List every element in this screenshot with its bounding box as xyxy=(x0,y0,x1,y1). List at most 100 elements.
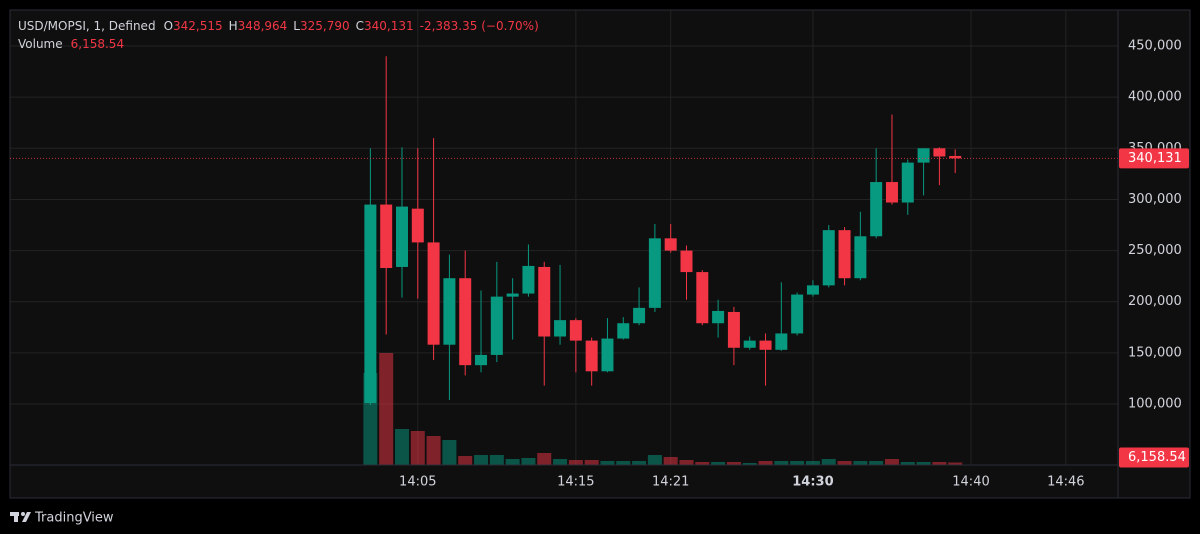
candle-body xyxy=(633,307,646,324)
candle-body xyxy=(506,293,519,297)
legend-ohlc: USD/MOPSI, 1, Defined O342,515 H348,964 L32… xyxy=(18,19,539,33)
legend-volume: Volume 6,158.54 xyxy=(18,37,124,51)
volume-bar xyxy=(647,455,662,465)
candle-body xyxy=(838,230,851,279)
volume-bar xyxy=(379,353,394,465)
candle-body xyxy=(475,354,488,366)
volume-bar xyxy=(774,461,789,465)
x-tick-label: 14:21 xyxy=(652,475,689,490)
legend-value: 342,515 xyxy=(173,19,223,33)
volume-bar xyxy=(442,440,457,465)
candle-body xyxy=(901,162,914,203)
volume-bar xyxy=(711,462,726,465)
symbol: USD/MOPSI, 1, Defined xyxy=(18,19,156,33)
y-tick-label: 150,000 xyxy=(1128,345,1182,360)
volume-key: Volume xyxy=(18,37,63,51)
volume-bar xyxy=(758,461,773,465)
volume-bar xyxy=(884,459,899,465)
volume-bar xyxy=(790,461,805,465)
volume-bar xyxy=(553,459,568,465)
y-tick-label: 400,000 xyxy=(1128,90,1182,105)
volume-value: 6,158.54 xyxy=(71,37,124,51)
last-volume-label: 6,158.54 xyxy=(1128,450,1186,465)
candle-body xyxy=(538,266,551,337)
candle-body xyxy=(854,236,867,279)
volume-bar xyxy=(584,460,599,465)
legend-key: C xyxy=(356,19,364,33)
volume-bar xyxy=(458,456,473,465)
y-tick-label: 100,000 xyxy=(1128,397,1182,412)
x-tick-label: 14:05 xyxy=(399,475,436,490)
volume-bar xyxy=(679,460,694,465)
legend-value: 325,790 xyxy=(300,19,350,33)
candle-body xyxy=(617,323,630,339)
candle-body xyxy=(380,204,393,268)
candle-body xyxy=(759,340,772,350)
y-tick-label: 300,000 xyxy=(1128,192,1182,207)
volume-bar xyxy=(632,461,647,465)
marks xyxy=(10,56,1118,465)
candle-body xyxy=(601,338,614,372)
volume-bar xyxy=(600,461,615,465)
x-tick-label: 14:15 xyxy=(557,475,594,490)
volume-bar xyxy=(695,462,710,465)
candle-body xyxy=(585,340,598,372)
volume-bar xyxy=(568,460,583,465)
volume-bar xyxy=(869,461,884,465)
y-tick-label: 450,000 xyxy=(1128,39,1182,54)
candle-body xyxy=(427,242,440,345)
candle-body xyxy=(791,294,804,334)
volume-bar xyxy=(537,453,552,465)
chart-panel xyxy=(9,9,1191,499)
legend-key: H xyxy=(229,19,238,33)
logo-part xyxy=(21,512,25,516)
candle-body xyxy=(554,320,567,337)
volume-bar xyxy=(726,462,741,465)
legend-key: O xyxy=(164,19,173,33)
volume-bar xyxy=(742,463,757,465)
candle-body xyxy=(696,272,709,324)
candle-body xyxy=(569,320,582,341)
volume-bar xyxy=(805,461,820,465)
candle-body xyxy=(522,265,535,294)
volume-bar xyxy=(410,431,425,465)
logo-part xyxy=(22,512,31,522)
candle-body xyxy=(806,285,819,295)
volume-bar xyxy=(932,462,947,465)
volume-bar xyxy=(948,462,963,465)
axes: 100,000150,000200,000250,000300,000350,0… xyxy=(399,39,1189,490)
volume-bar xyxy=(489,455,504,465)
candle-body xyxy=(917,148,930,163)
candle-body xyxy=(490,296,503,355)
last-price-box xyxy=(1119,148,1189,169)
volume-bar xyxy=(394,429,409,465)
legend-value: 340,131 xyxy=(364,19,414,33)
volume-bar xyxy=(426,436,441,465)
candle-body xyxy=(411,208,424,243)
candle-body xyxy=(949,155,962,159)
candle-body xyxy=(712,310,725,324)
volume-bar xyxy=(616,461,631,465)
volume-bar xyxy=(853,461,868,465)
legend-change: -2,383.35 (−0.70%) xyxy=(420,19,539,33)
candle-body xyxy=(775,333,788,350)
volume-bar xyxy=(900,462,915,465)
volume-bar xyxy=(916,462,931,465)
candle-body xyxy=(885,182,898,203)
x-tick-label: 14:30 xyxy=(792,475,833,490)
candle-body xyxy=(364,204,377,404)
candle-body xyxy=(664,238,677,251)
x-tick-label: 14:40 xyxy=(952,475,989,490)
candle-body xyxy=(395,206,408,267)
candle-body xyxy=(933,148,946,157)
candle-body xyxy=(870,182,883,237)
volume-bar xyxy=(837,461,852,465)
x-tick-label: 14:46 xyxy=(1047,475,1084,490)
volume-bar xyxy=(663,457,678,465)
branding: TradingView xyxy=(34,511,114,526)
volume-bar xyxy=(505,459,520,465)
volume-bar xyxy=(474,455,489,465)
y-tick-label: 250,000 xyxy=(1128,243,1182,258)
